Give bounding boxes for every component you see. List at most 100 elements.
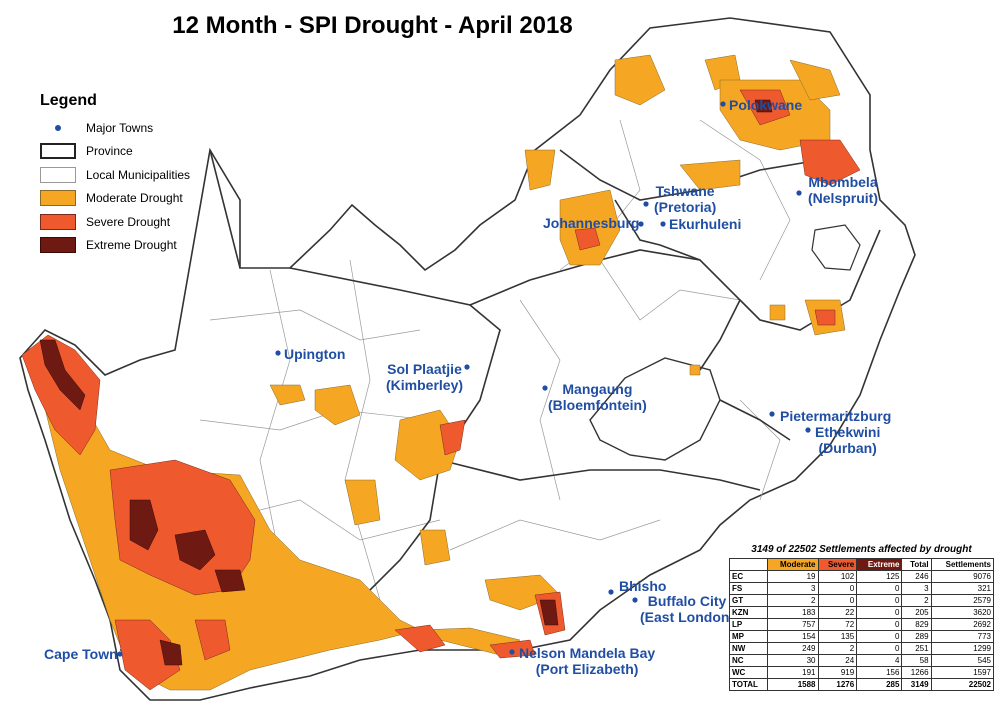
row-settlements: 773 <box>930 630 995 643</box>
town-label-polokwane: Polokwane <box>729 97 803 113</box>
town-alt-kimberley: (Kimberley) <box>386 377 464 393</box>
row-severe: 2 <box>817 642 858 655</box>
legend-label: Local Municipalities <box>86 167 191 182</box>
town-name-ethekwini: Ethekwini <box>815 424 881 440</box>
town-label-pietermaritzburg: Pietermaritzburg <box>780 408 892 424</box>
town-alt-bloemfontein: (Bloemfontein) <box>548 397 647 413</box>
town-label-nelson-mandela-bay: Nelson Mandela Bay (Port Elizabeth) <box>519 645 655 677</box>
row-severe: 72 <box>817 618 858 631</box>
town-label-mangaung: Mangaung (Bloemfontein) <box>548 381 647 413</box>
row-settlements: 321 <box>930 582 995 595</box>
town-dot-tshwane <box>643 201 649 207</box>
town-label-ekurhuleni: Ekurhuleni <box>669 216 742 232</box>
row-extreme: 156 <box>856 666 903 679</box>
table-row: MP 154 135 0 289 773 <box>728 630 995 643</box>
extreme-swatch-icon <box>40 237 76 254</box>
row-province: WC <box>728 666 769 679</box>
total-total: 3149 <box>901 678 932 691</box>
row-extreme: 0 <box>856 618 903 631</box>
legend-label: Severe Drought <box>86 214 171 229</box>
extreme-drought-areas <box>39 99 773 666</box>
row-moderate: 249 <box>767 642 819 655</box>
town-label-sol-plaatjie: Sol Plaatjie (Kimberley) <box>386 361 463 393</box>
summary-table: Moderate Severe Extreme Total Settlement… <box>728 558 995 691</box>
row-severe: 135 <box>817 630 858 643</box>
town-label-mbombela: Mbombela (Nelspruit) <box>808 174 878 206</box>
header-extreme: Extreme <box>856 558 903 571</box>
town-label-upington: Upington <box>284 346 346 362</box>
table-total-row: TOTAL 1588 1276 285 3149 22502 <box>728 678 995 691</box>
row-extreme: 0 <box>856 630 903 643</box>
town-name-nelson-mandela-bay: Nelson Mandela Bay <box>519 645 656 661</box>
town-alt-pretoria: (Pretoria) <box>654 199 717 215</box>
row-moderate: 154 <box>767 630 819 643</box>
row-total: 1266 <box>901 666 932 679</box>
town-dot-icon <box>40 120 76 136</box>
town-dot-johannesburg <box>638 221 644 227</box>
row-extreme: 0 <box>856 582 903 595</box>
row-severe: 919 <box>817 666 858 679</box>
row-moderate: 19 <box>767 570 819 583</box>
severe-drought-areas <box>21 89 861 691</box>
total-moderate: 1588 <box>767 678 819 691</box>
row-total: 289 <box>901 630 932 643</box>
lesotho-outline <box>589 357 721 461</box>
row-moderate: 757 <box>767 618 819 631</box>
row-settlements: 1299 <box>930 642 995 655</box>
town-markers <box>117 101 811 657</box>
row-province: MP <box>728 630 769 643</box>
eswatini-outline <box>811 224 861 271</box>
total-label: TOTAL <box>728 678 769 691</box>
town-alt-nelspruit: (Nelspruit) <box>808 190 878 206</box>
header-moderate: Moderate <box>767 558 819 571</box>
row-extreme: 0 <box>856 606 903 619</box>
town-dot-cape-town <box>117 651 123 657</box>
row-total: 3 <box>901 582 932 595</box>
row-moderate: 191 <box>767 666 819 679</box>
row-moderate: 2 <box>767 594 819 607</box>
table-row: EC 19 102 125 246 9076 <box>728 570 995 583</box>
table-row: FS 3 0 0 3 321 <box>728 582 995 595</box>
town-dot-bhisho <box>608 589 614 595</box>
table-row: WC 191 919 156 1266 1597 <box>728 666 995 679</box>
town-dot-durban <box>805 427 811 433</box>
legend-label: Extreme Drought <box>86 238 177 253</box>
row-settlements: 3620 <box>930 606 995 619</box>
row-province: FS <box>728 582 769 595</box>
row-extreme: 0 <box>856 594 903 607</box>
town-dot-upington <box>275 350 281 356</box>
town-label-johannesburg: Johannesburg <box>543 215 640 231</box>
row-total: 205 <box>901 606 932 619</box>
town-label-tshwane: Tshwane (Pretoria) <box>654 183 716 215</box>
total-severe: 1276 <box>817 678 858 691</box>
province-swatch-icon <box>40 143 76 160</box>
town-dot-buffalo-city <box>632 597 638 603</box>
town-alt-east-london: (East London) <box>640 609 735 625</box>
row-extreme: 4 <box>856 654 903 667</box>
header-total: Total <box>901 558 932 571</box>
row-total: 829 <box>901 618 932 631</box>
row-province: NW <box>728 642 769 655</box>
row-extreme: 0 <box>856 642 903 655</box>
map-title: 12 Month - SPI Drought - April 2018 <box>172 12 573 39</box>
table-row: LP 757 72 0 829 2692 <box>728 618 995 631</box>
town-dot-bloemfontein <box>542 385 548 391</box>
row-severe: 0 <box>817 582 858 595</box>
row-moderate: 183 <box>767 606 819 619</box>
legend: Legend Major Towns Province Local Munici… <box>40 92 190 257</box>
legend-label: Major Towns <box>86 120 154 135</box>
row-settlements: 9076 <box>930 570 995 583</box>
town-name-sol-plaatjie: Sol Plaatjie <box>387 361 462 377</box>
total-settlements: 22502 <box>930 678 995 691</box>
legend-label: Moderate Drought <box>86 191 183 206</box>
table-row: NC 30 24 4 58 545 <box>728 654 995 667</box>
legend-item-severe-drought: Severe Drought <box>40 210 190 234</box>
row-settlements: 1597 <box>930 666 995 679</box>
header-cell <box>728 558 769 571</box>
header-settlements: Settlements <box>930 558 995 571</box>
town-name-mbombela: Mbombela <box>808 174 878 190</box>
town-dot-pietermaritzburg <box>769 411 775 417</box>
town-name-mangaung: Mangaung <box>562 381 633 397</box>
row-settlements: 2579 <box>930 594 995 607</box>
